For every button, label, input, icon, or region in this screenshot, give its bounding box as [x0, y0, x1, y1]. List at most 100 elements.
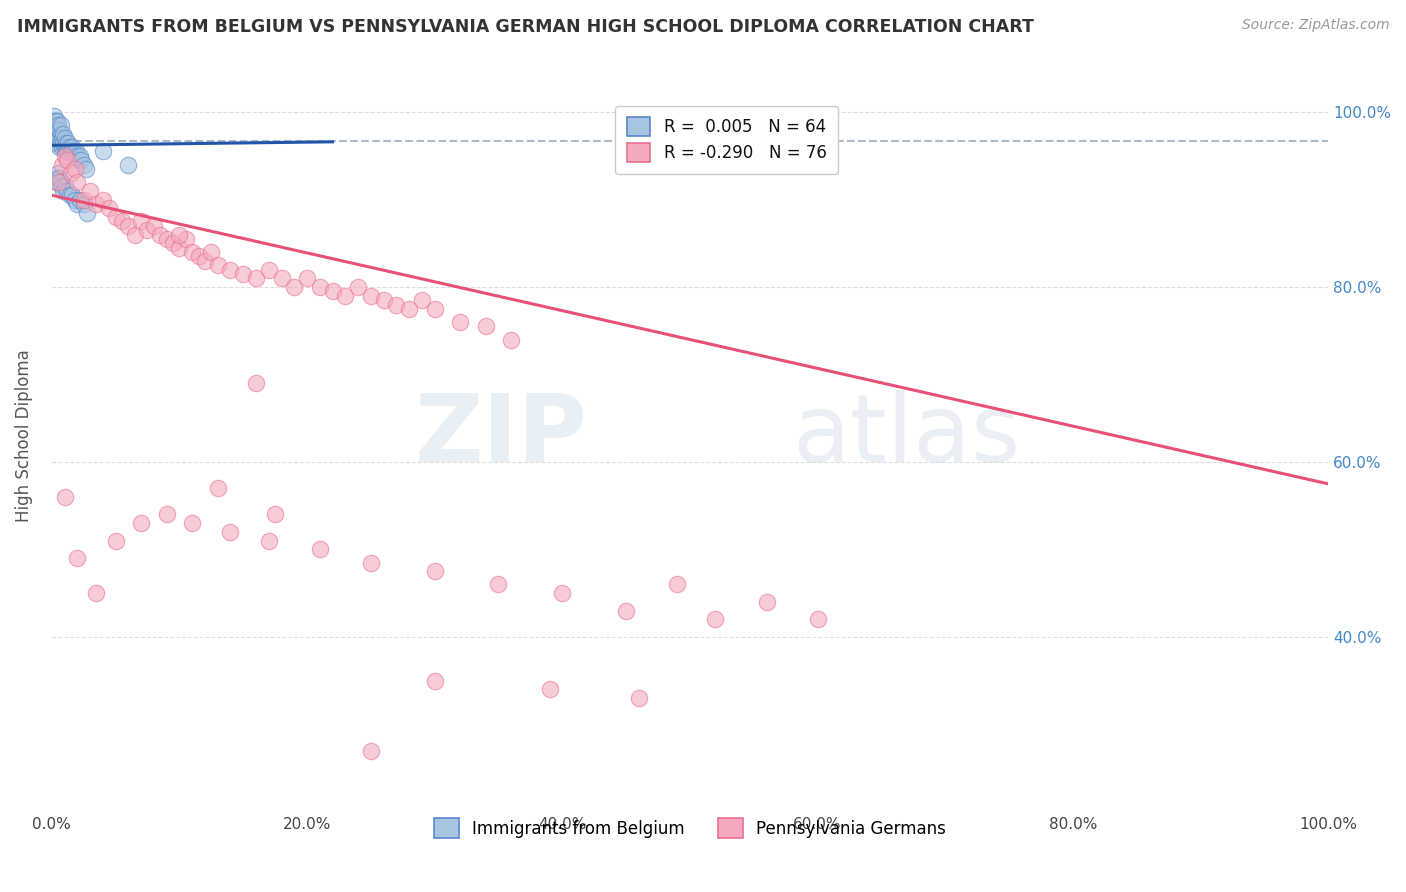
Point	[42, 118, 65, 132]
Point	[70, 153, 93, 168]
Point	[162, 236, 184, 251]
Point	[423, 564, 446, 578]
Point	[194, 253, 217, 268]
Text: atlas: atlas	[792, 390, 1021, 482]
Point	[398, 301, 420, 316]
Point	[42, 113, 65, 128]
Point	[308, 280, 330, 294]
Point	[66, 551, 89, 566]
Point	[51, 179, 73, 194]
Text: IMMIGRANTS FROM BELGIUM VS PENNSYLVANIA GERMAN HIGH SCHOOL DIPLOMA CORRELATION C: IMMIGRANTS FROM BELGIUM VS PENNSYLVANIA …	[17, 18, 1033, 36]
Point	[335, 289, 357, 303]
Point	[59, 140, 82, 154]
Point	[49, 127, 72, 141]
Point	[76, 205, 98, 219]
Point	[124, 227, 146, 242]
Point	[63, 149, 86, 163]
Point	[55, 145, 77, 159]
Point	[44, 110, 66, 124]
Point	[52, 127, 75, 141]
Point	[181, 516, 204, 531]
Point	[666, 577, 689, 591]
Point	[60, 140, 83, 154]
Point	[52, 184, 75, 198]
Point	[360, 556, 382, 570]
Text: Source: ZipAtlas.com: Source: ZipAtlas.com	[1241, 18, 1389, 32]
Point	[46, 118, 69, 132]
Point	[551, 586, 574, 600]
Point	[142, 219, 165, 233]
Point	[385, 297, 408, 311]
Point	[73, 157, 96, 171]
Point	[117, 219, 139, 233]
Point	[806, 612, 828, 626]
Point	[474, 319, 496, 334]
Point	[219, 262, 242, 277]
Point	[245, 376, 267, 391]
Point	[73, 197, 96, 211]
Point	[56, 184, 79, 198]
Y-axis label: High School Diploma: High School Diploma	[15, 350, 32, 522]
Point	[53, 131, 76, 145]
Point	[62, 145, 84, 159]
Point	[63, 193, 86, 207]
Point	[373, 293, 395, 307]
Point	[59, 188, 82, 202]
Point	[55, 136, 77, 150]
Point	[59, 145, 82, 159]
Point	[46, 175, 69, 189]
Point	[45, 122, 67, 136]
Point	[45, 113, 67, 128]
Point	[51, 140, 73, 154]
Point	[423, 673, 446, 688]
Point	[53, 149, 76, 163]
Point	[65, 145, 87, 159]
Point	[53, 179, 76, 194]
Point	[149, 227, 172, 242]
Point	[58, 136, 80, 150]
Point	[187, 249, 209, 263]
Point	[51, 157, 73, 171]
Text: ZIP: ZIP	[415, 390, 588, 482]
Point	[308, 542, 330, 557]
Point	[232, 267, 254, 281]
Point	[45, 136, 67, 150]
Point	[44, 113, 66, 128]
Point	[75, 161, 97, 176]
Point	[104, 533, 127, 548]
Point	[73, 193, 96, 207]
Point	[449, 315, 471, 329]
Point	[488, 577, 510, 591]
Point	[56, 153, 79, 168]
Point	[156, 508, 179, 522]
Point	[501, 333, 523, 347]
Point	[45, 127, 67, 141]
Point	[86, 197, 108, 211]
Point	[174, 232, 197, 246]
Point	[169, 241, 191, 255]
Point	[45, 113, 67, 128]
Point	[79, 184, 101, 198]
Point	[411, 293, 433, 307]
Point	[45, 131, 67, 145]
Point	[46, 136, 69, 150]
Point	[219, 524, 242, 539]
Point	[200, 245, 222, 260]
Point	[104, 210, 127, 224]
Point	[60, 188, 83, 202]
Point	[59, 166, 82, 180]
Point	[45, 118, 67, 132]
Point	[44, 122, 66, 136]
Point	[347, 280, 370, 294]
Point	[66, 197, 89, 211]
Point	[53, 490, 76, 504]
Point	[423, 301, 446, 316]
Point	[111, 214, 134, 228]
Point	[270, 271, 292, 285]
Point	[53, 140, 76, 154]
Point	[91, 193, 114, 207]
Point	[257, 262, 280, 277]
Point	[42, 127, 65, 141]
Point	[245, 271, 267, 285]
Point	[58, 145, 80, 159]
